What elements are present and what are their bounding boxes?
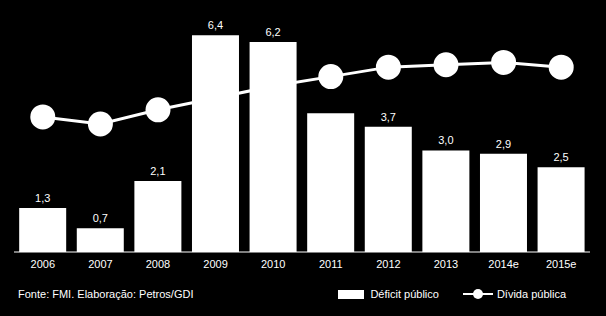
svg-text:2009: 2009 (203, 258, 227, 270)
svg-text:2014e: 2014e (488, 258, 519, 270)
svg-text:2007: 2007 (88, 258, 112, 270)
svg-text:2,9: 2,9 (496, 138, 511, 150)
svg-text:3,0: 3,0 (438, 134, 453, 146)
svg-text:3,7: 3,7 (381, 111, 396, 123)
svg-text:2,1: 2,1 (150, 165, 165, 177)
svg-text:2015e: 2015e (546, 258, 577, 270)
html-text:Déficit público: Déficit público (370, 288, 439, 300)
svg-text:2012: 2012 (376, 258, 400, 270)
svg-text:2013: 2013 (434, 258, 458, 270)
svg-text:0,7: 0,7 (93, 212, 108, 224)
svg-text:2011: 2011 (319, 258, 343, 270)
svg-text:2006: 2006 (31, 258, 55, 270)
svg-text:2,5: 2,5 (553, 151, 568, 163)
html-text:Fonte: FMI. Elaboração: Petros: Fonte: FMI. Elaboração: Petros/GDI (18, 288, 194, 300)
svg-text:2008: 2008 (146, 258, 170, 270)
svg-text:1,3: 1,3 (35, 192, 50, 204)
svg-text:2010: 2010 (261, 258, 285, 270)
svg-text:6,4: 6,4 (208, 19, 223, 31)
html-text:Dívida pública: Dívida pública (496, 288, 566, 300)
svg-text:6,2: 6,2 (265, 26, 280, 38)
